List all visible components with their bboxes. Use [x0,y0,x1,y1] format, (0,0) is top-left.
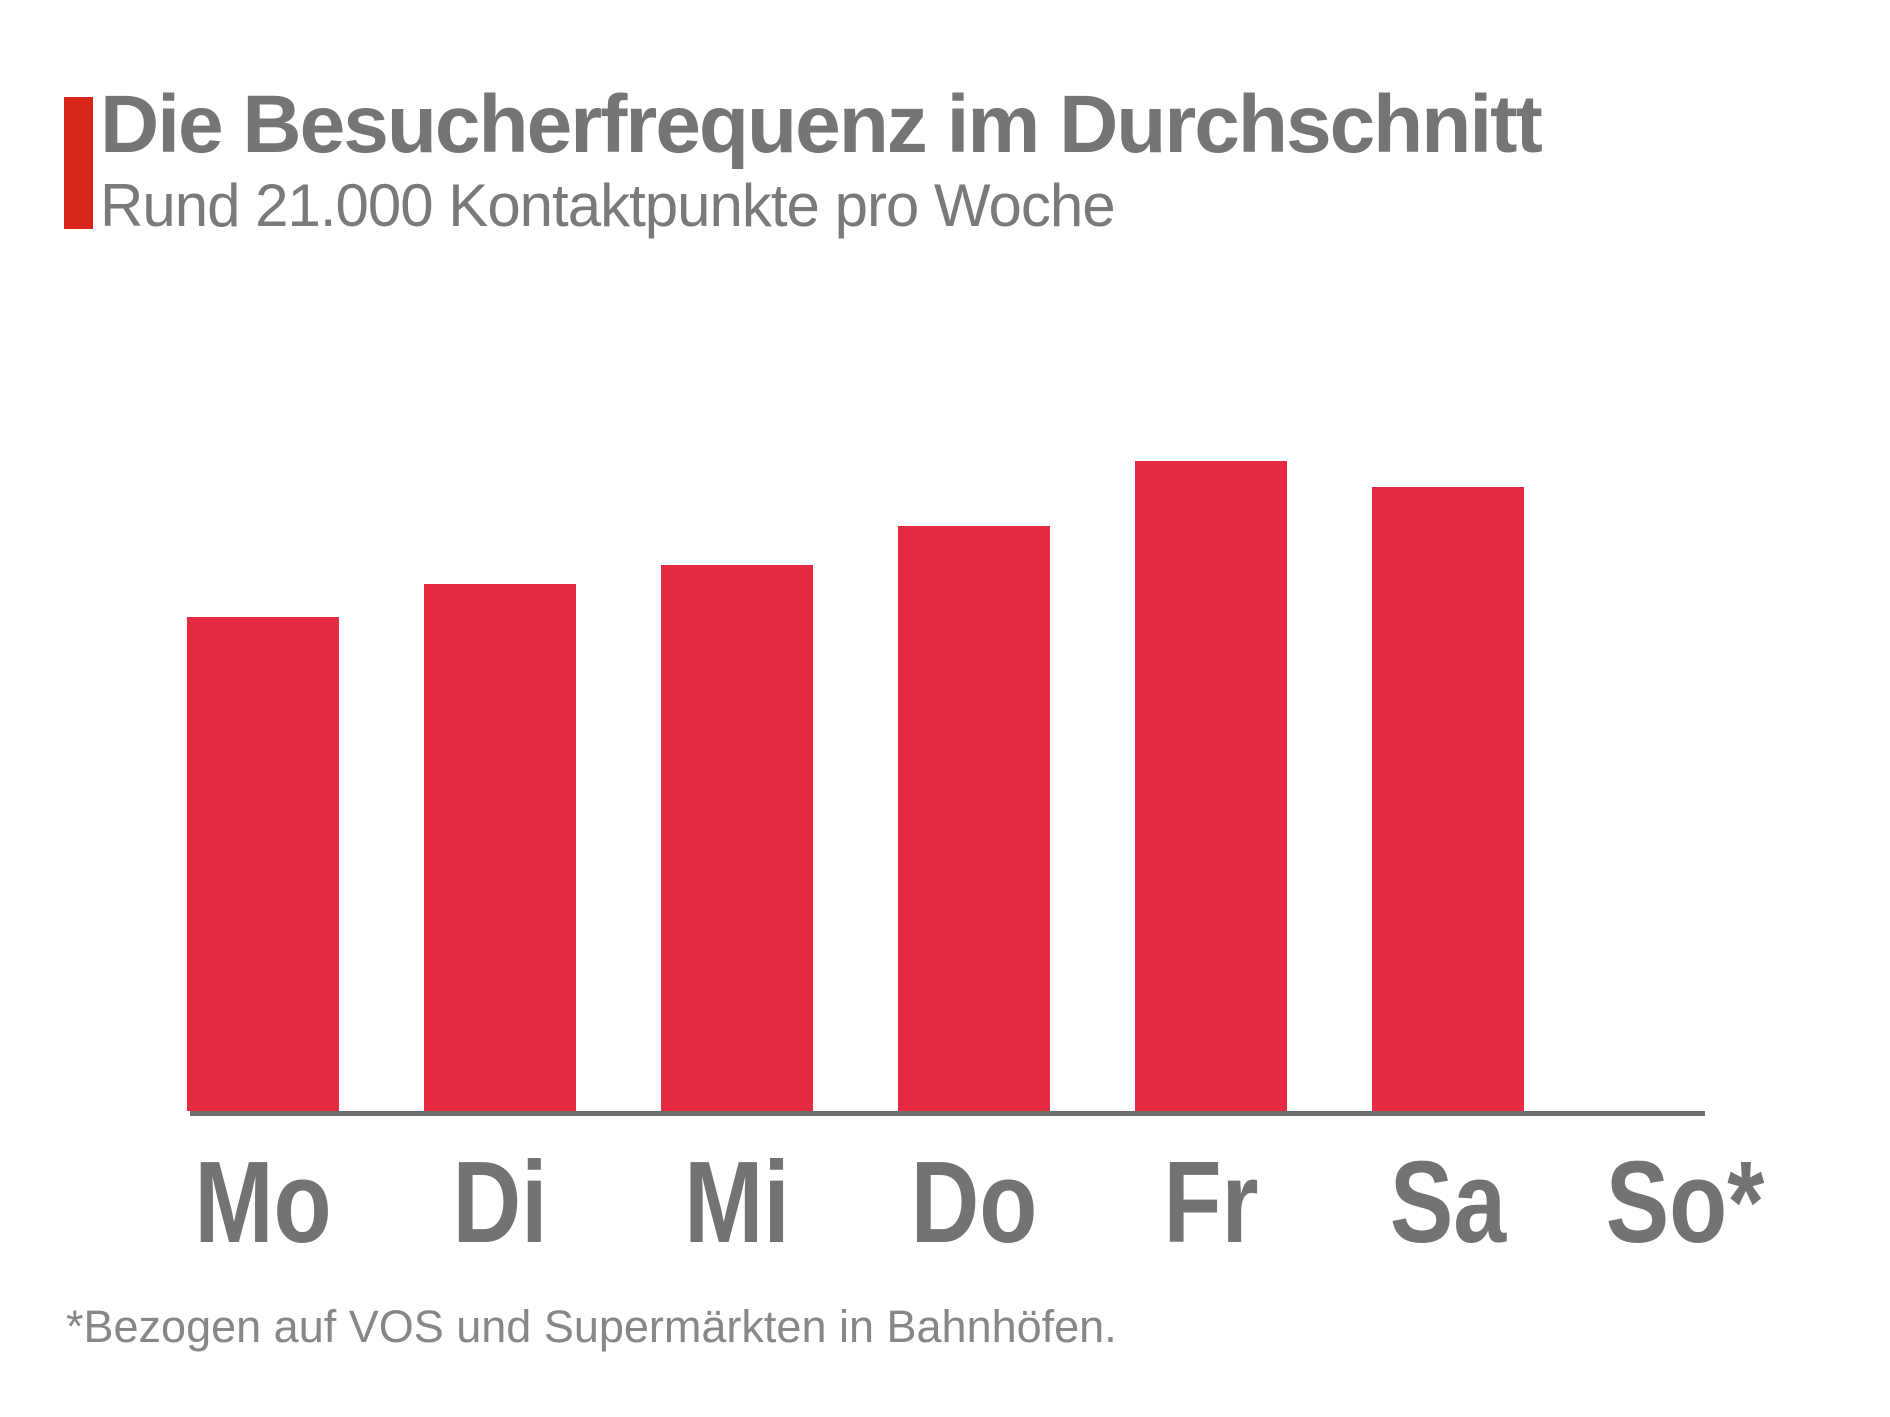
page-title: Die Besucherfrequenz im Durchschnitt [100,79,1543,170]
title-accent-bar [64,97,93,229]
bar-di [424,584,576,1111]
bar-fr [1135,461,1287,1111]
bar-do [898,526,1050,1111]
x-axis-label-mo: Mo [194,1137,332,1267]
page-subtitle: Rund 21.000 Kontaktpunkte pro Woche [100,172,1116,239]
footnote-text: *Bezogen auf VOS und Supermärkten in Bah… [66,1301,1117,1352]
x-axis-label-mi: Mi [684,1137,790,1267]
x-axis-label-fr: Fr [1163,1137,1259,1267]
x-axis-label-so: So* [1605,1137,1765,1267]
x-axis-line [190,1111,1705,1116]
x-axis-label-do: Do [910,1137,1038,1267]
bar-mo [187,617,339,1111]
x-axis-label-sa: Sa [1389,1137,1507,1267]
bar-mi [661,565,813,1111]
x-axis-label-di: Di [452,1137,548,1267]
bar-sa [1372,487,1524,1111]
